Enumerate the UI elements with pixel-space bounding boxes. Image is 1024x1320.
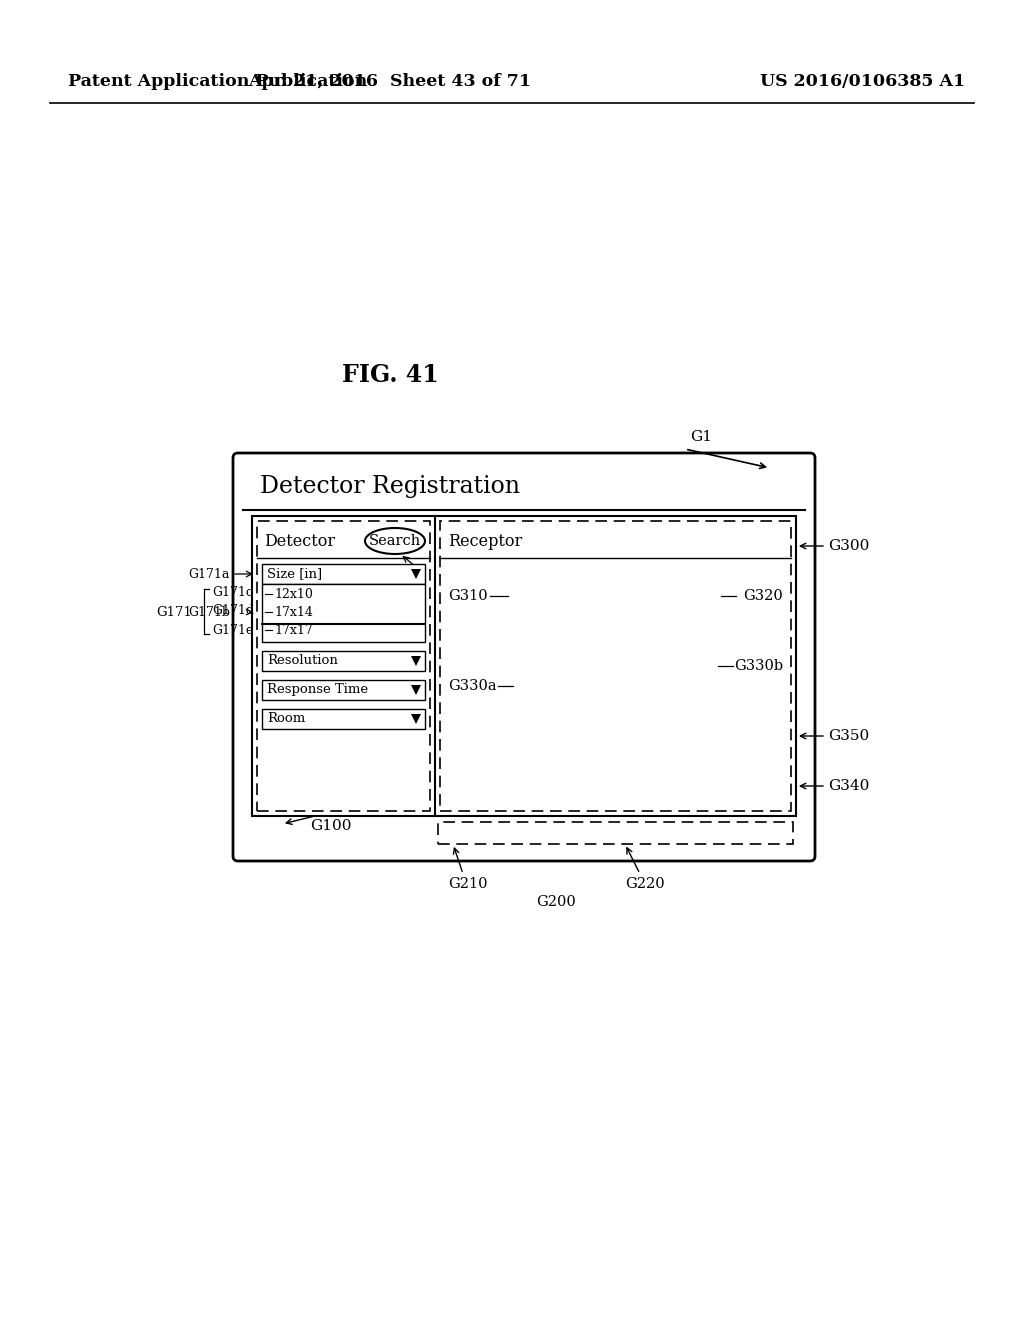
Bar	[262, 583, 425, 642]
Text: G330a: G330a	[449, 678, 497, 693]
Text: G171a: G171a	[188, 568, 230, 581]
Bar	[262, 680, 425, 700]
Text: G220: G220	[626, 876, 665, 891]
Bar	[438, 822, 793, 843]
Bar	[440, 521, 791, 810]
Text: Response Time: Response Time	[267, 684, 368, 697]
Text: 12x10: 12x10	[274, 587, 313, 601]
Text: Patent Application Publication: Patent Application Publication	[68, 74, 368, 91]
Text: 17x14: 17x14	[274, 606, 313, 619]
Bar	[262, 709, 425, 729]
Text: G171d: G171d	[212, 605, 254, 618]
Text: G310: G310	[449, 589, 487, 603]
Text: G171: G171	[156, 606, 193, 619]
Text: G350: G350	[828, 729, 869, 743]
Polygon shape	[411, 685, 421, 696]
Polygon shape	[411, 656, 421, 667]
Text: Apr. 21, 2016  Sheet 43 of 71: Apr. 21, 2016 Sheet 43 of 71	[249, 74, 531, 91]
Text: Search: Search	[369, 535, 421, 548]
Text: G171c: G171c	[212, 586, 253, 599]
Text: US 2016/0106385 A1: US 2016/0106385 A1	[760, 74, 966, 91]
Text: Detector: Detector	[264, 532, 335, 549]
Text: G300: G300	[828, 539, 869, 553]
Text: 17x17: 17x17	[274, 623, 312, 636]
Polygon shape	[411, 714, 421, 723]
Bar	[262, 651, 425, 671]
FancyBboxPatch shape	[233, 453, 815, 861]
Text: G330b: G330b	[734, 659, 783, 673]
Text: Room: Room	[267, 713, 305, 726]
Text: G340: G340	[828, 779, 869, 793]
Text: G110: G110	[384, 564, 422, 578]
Text: Size [in]: Size [in]	[267, 568, 323, 581]
Bar	[262, 564, 425, 583]
Text: G100: G100	[310, 818, 351, 833]
Bar	[257, 521, 430, 810]
Text: G171b: G171b	[188, 606, 230, 619]
Polygon shape	[411, 569, 421, 579]
Bar	[252, 516, 796, 816]
Text: G1: G1	[690, 430, 712, 444]
Text: Receptor: Receptor	[449, 532, 522, 549]
Text: Detector Registration: Detector Registration	[260, 474, 520, 498]
Ellipse shape	[365, 528, 425, 554]
Text: FIG. 41: FIG. 41	[342, 363, 438, 387]
Text: G320: G320	[743, 589, 783, 603]
Text: G171e: G171e	[212, 623, 253, 636]
Text: G210: G210	[449, 876, 487, 891]
Text: Resolution: Resolution	[267, 655, 338, 668]
Text: G200: G200	[537, 895, 575, 909]
